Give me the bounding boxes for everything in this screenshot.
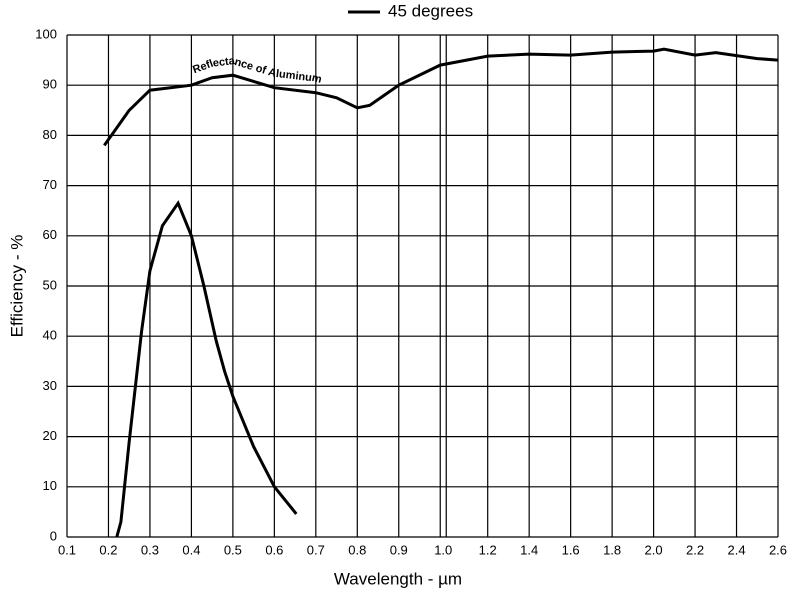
reference-curve <box>103 47 779 147</box>
y-tick-label: 30 <box>43 378 57 393</box>
y-tick-label: 90 <box>43 77 57 92</box>
x-axis-label: Wavelength - µm <box>334 569 462 588</box>
x-tick-label: 0.4 <box>182 542 200 557</box>
x-tick-label: 0.2 <box>99 542 117 557</box>
x-tick-label: 0.7 <box>307 542 325 557</box>
x-tick-label: 2.2 <box>686 542 704 557</box>
x-tick-label: 1.0 <box>434 542 452 557</box>
y-tick-label: 10 <box>43 478 57 493</box>
y-tick-label: 100 <box>35 26 57 41</box>
x-tick-label: 1.2 <box>479 542 497 557</box>
legend-text: 45 degrees <box>388 1 473 20</box>
y-tick-label: 50 <box>43 277 57 292</box>
x-tick-label: 2.0 <box>645 542 663 557</box>
y-tick-label: 0 <box>50 528 57 543</box>
x-tick-label: 1.4 <box>520 542 538 557</box>
x-tick-label: 0.1 <box>58 542 76 557</box>
x-tick-label: 0.3 <box>141 542 159 557</box>
x-tick-label: 1.8 <box>603 542 621 557</box>
x-tick-label: 0.9 <box>390 542 408 557</box>
y-tick-label: 40 <box>43 328 57 343</box>
x-tick-label: 1.6 <box>562 542 580 557</box>
y-tick-label: 70 <box>43 177 57 192</box>
x-tick-label: 0.5 <box>224 542 242 557</box>
y-tick-label: 20 <box>43 428 57 443</box>
y-tick-label: 80 <box>43 127 57 142</box>
y-axis-label: Efficiency - % <box>7 235 26 338</box>
line-series <box>115 200 298 538</box>
x-tick-label: 2.6 <box>769 542 787 557</box>
y-tick-label: 60 <box>43 227 57 242</box>
x-tick-label: 0.8 <box>348 542 366 557</box>
x-tick-label: 0.6 <box>265 542 283 557</box>
x-tick-label: 2.4 <box>727 542 745 557</box>
